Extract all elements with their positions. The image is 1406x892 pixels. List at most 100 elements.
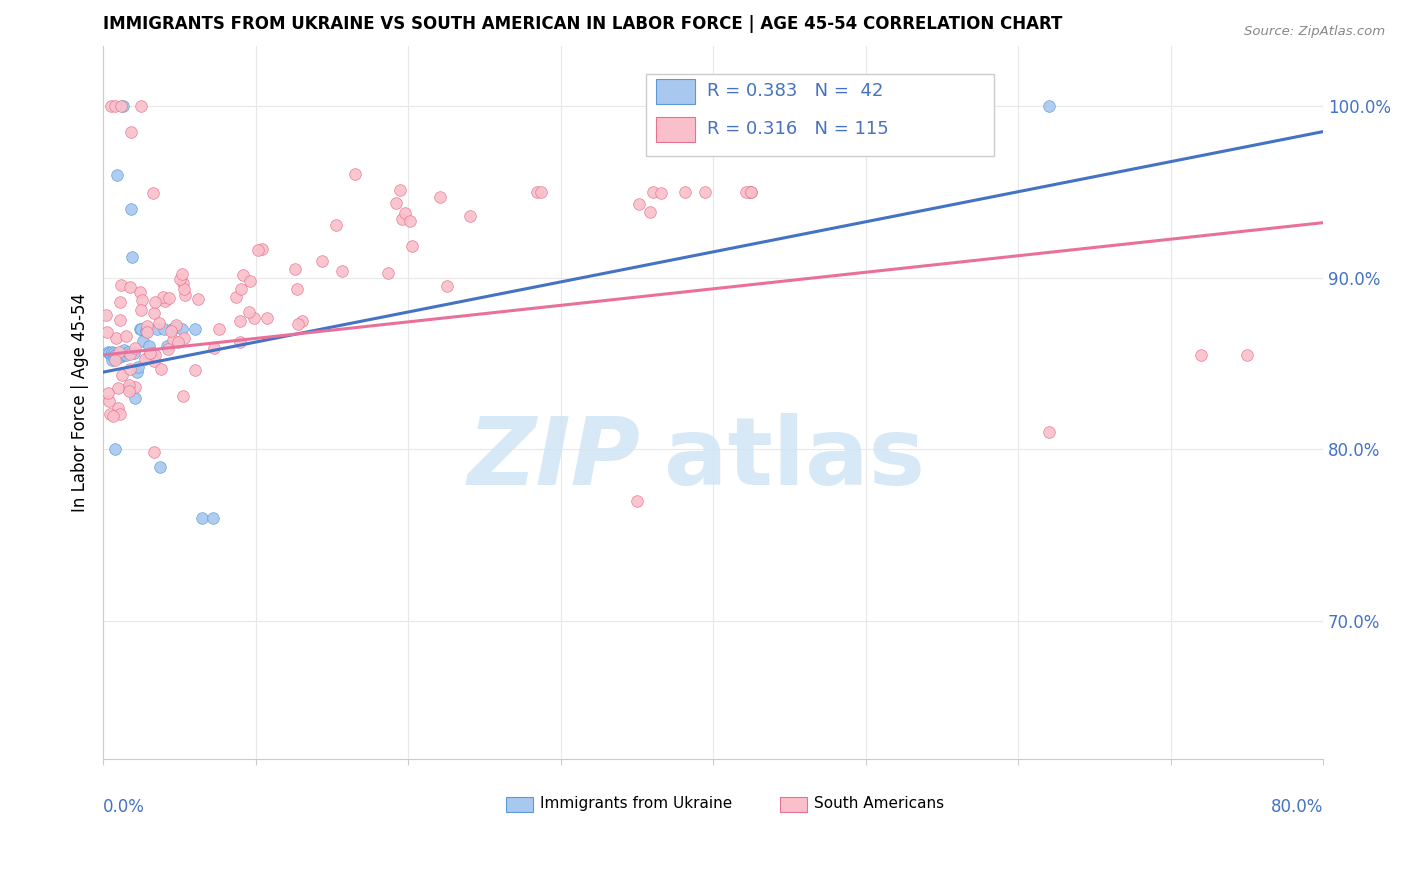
Point	[132, 334, 155, 349]
Point	[143, 348, 166, 362]
Point	[165, 320, 187, 334]
Point	[142, 445, 165, 459]
Point	[399, 214, 422, 228]
Point	[170, 267, 193, 281]
Point	[735, 185, 758, 199]
Point	[142, 346, 165, 360]
Point	[135, 324, 157, 338]
Point	[124, 341, 146, 355]
Point	[107, 381, 129, 395]
Point	[740, 185, 762, 199]
Point	[111, 348, 134, 362]
Point	[105, 331, 128, 345]
Point	[97, 385, 120, 400]
Point	[103, 351, 125, 366]
Point	[129, 322, 152, 336]
Point	[101, 344, 124, 359]
Point	[100, 348, 122, 362]
Point	[391, 212, 413, 227]
Point	[110, 346, 132, 360]
Point	[142, 186, 165, 200]
Point	[160, 322, 183, 336]
Point	[256, 311, 278, 326]
Point	[138, 345, 160, 359]
Point	[115, 348, 138, 362]
Point	[118, 346, 141, 360]
Point	[287, 317, 309, 331]
Point	[104, 442, 127, 457]
Point	[162, 333, 184, 347]
Point	[172, 389, 194, 403]
Point	[208, 322, 231, 336]
Point	[104, 353, 127, 368]
Point	[97, 344, 120, 359]
Point	[201, 511, 224, 525]
Point	[148, 459, 170, 474]
Point	[173, 331, 195, 345]
Point	[134, 351, 156, 366]
Point	[98, 346, 121, 360]
Point	[120, 280, 142, 294]
Point	[285, 282, 308, 296]
Point	[325, 218, 347, 232]
Point	[104, 348, 127, 362]
Point	[191, 511, 214, 525]
Point	[169, 272, 191, 286]
Point	[377, 267, 399, 281]
Point	[229, 335, 252, 350]
Point	[138, 339, 160, 353]
Point	[229, 282, 252, 296]
Point	[284, 262, 307, 277]
Point	[401, 238, 423, 252]
Point	[148, 316, 170, 330]
Point	[156, 339, 179, 353]
Point	[157, 292, 180, 306]
Point	[136, 326, 159, 340]
Point	[120, 202, 142, 216]
Point	[638, 205, 661, 219]
Y-axis label: In Labor Force | Age 45-54: In Labor Force | Age 45-54	[72, 293, 89, 512]
Point	[101, 409, 124, 423]
Point	[100, 99, 122, 113]
Point	[143, 306, 166, 320]
Point	[641, 185, 664, 199]
Point	[172, 322, 194, 336]
Point	[114, 343, 136, 357]
Point	[311, 253, 333, 268]
Point	[650, 186, 672, 200]
Point	[1038, 425, 1060, 440]
Point	[291, 314, 314, 328]
Point	[124, 391, 146, 405]
Point	[145, 322, 167, 336]
Point	[108, 313, 131, 327]
Point	[228, 314, 250, 328]
Text: IMMIGRANTS FROM UKRAINE VS SOUTH AMERICAN IN LABOR FORCE | AGE 45-54 CORRELATION: IMMIGRANTS FROM UKRAINE VS SOUTH AMERICA…	[103, 15, 1063, 33]
Point	[129, 303, 152, 318]
Point	[458, 210, 481, 224]
Point	[115, 329, 138, 343]
Text: Immigrants from Ukraine: Immigrants from Ukraine	[540, 797, 733, 811]
Text: South Americans: South Americans	[814, 797, 945, 811]
Point	[740, 185, 762, 199]
Point	[122, 346, 145, 360]
Point	[247, 243, 270, 257]
Point	[172, 277, 194, 291]
Point	[101, 353, 124, 368]
Point	[110, 99, 132, 113]
Bar	[506, 797, 533, 813]
Point	[1038, 99, 1060, 113]
Point	[225, 290, 247, 304]
Point	[388, 183, 411, 197]
Point	[184, 363, 207, 377]
Point	[128, 322, 150, 336]
Bar	[655, 117, 695, 142]
Point	[384, 196, 406, 211]
Point	[153, 293, 176, 308]
Point	[740, 185, 762, 199]
Point	[96, 309, 118, 323]
Point	[98, 407, 121, 421]
Point	[173, 282, 195, 296]
Point	[242, 310, 264, 325]
Point	[111, 368, 134, 383]
Text: R = 0.316   N = 115: R = 0.316 N = 115	[707, 120, 889, 138]
